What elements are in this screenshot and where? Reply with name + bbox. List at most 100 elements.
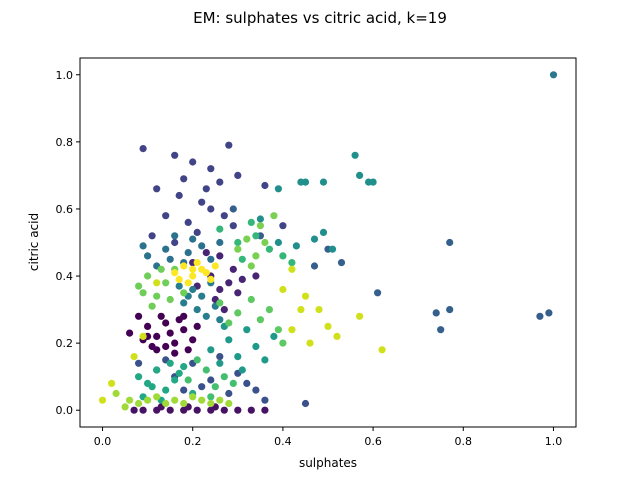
data-point: [261, 396, 269, 404]
data-point: [216, 316, 224, 324]
data-point: [180, 312, 188, 320]
data-point: [220, 373, 228, 381]
data-point: [162, 386, 170, 394]
data-point: [207, 205, 215, 213]
data-point: [310, 235, 319, 243]
data-point: [274, 238, 282, 247]
data-point: [207, 376, 215, 384]
data-point: [216, 299, 224, 307]
data-point: [189, 336, 197, 344]
data-point: [148, 342, 156, 351]
data-point: [256, 316, 264, 324]
data-point: [166, 295, 174, 304]
data-point: [184, 376, 192, 384]
y-tick-label: 1.0: [56, 69, 74, 82]
data-point: [180, 399, 188, 408]
data-point: [247, 295, 255, 304]
data-point: [184, 218, 192, 226]
data-point: [153, 279, 161, 287]
data-point: [211, 262, 219, 270]
data-point: [279, 222, 287, 230]
data-point: [162, 399, 170, 408]
data-point: [225, 319, 233, 327]
data-point: [162, 319, 170, 327]
data-point: [193, 228, 201, 236]
data-point: [153, 292, 161, 300]
data-point: [202, 269, 210, 277]
data-point: [256, 222, 264, 230]
data-point: [279, 285, 287, 294]
chart-title: EM: sulphates vs citric acid, k=19: [193, 9, 447, 27]
data-point: [175, 369, 183, 377]
data-point: [193, 356, 201, 364]
data-point: [225, 399, 233, 408]
data-point: [207, 393, 215, 401]
data-point: [265, 306, 273, 314]
data-point: [207, 399, 215, 408]
x-axis-label: sulphates: [299, 456, 357, 470]
data-point: [202, 185, 210, 193]
data-point: [229, 265, 237, 273]
data-point: [261, 181, 269, 190]
data-point: [234, 171, 242, 179]
data-point: [139, 145, 147, 153]
data-point: [216, 178, 224, 186]
data-point: [171, 339, 179, 347]
data-point: [189, 265, 197, 273]
data-point: [310, 262, 319, 270]
data-point: [198, 383, 206, 391]
data-point: [234, 238, 242, 247]
data-point: [374, 289, 382, 297]
data-point: [153, 393, 161, 401]
data-point: [211, 383, 219, 391]
data-point: [126, 329, 134, 337]
data-point: [351, 151, 359, 159]
data-point: [162, 342, 170, 351]
data-point: [193, 306, 201, 314]
data-point: [225, 141, 233, 149]
data-point: [446, 238, 454, 247]
data-point: [184, 249, 192, 257]
data-point: [153, 185, 161, 193]
data-point: [148, 383, 156, 391]
x-tick-label: 0.8: [455, 435, 473, 448]
data-point: [288, 265, 296, 273]
points-layer: [98, 71, 558, 414]
x-tick-label: 1.0: [545, 435, 563, 448]
data-point: [378, 346, 386, 354]
data-point: [256, 215, 264, 223]
data-point: [189, 272, 197, 280]
data-point: [135, 359, 143, 367]
data-point: [252, 272, 260, 280]
x-tick-label: 0.0: [94, 435, 112, 448]
data-point: [549, 71, 558, 79]
data-point: [446, 306, 454, 314]
plot-frame: [79, 57, 577, 428]
data-point: [536, 312, 544, 320]
data-point: [189, 158, 197, 166]
data-point: [198, 292, 206, 300]
data-point: [166, 406, 174, 414]
data-point: [437, 326, 445, 334]
data-point: [126, 396, 134, 404]
data-point: [171, 232, 179, 240]
data-point: [112, 389, 120, 398]
data-point: [130, 406, 138, 414]
data-point: [297, 306, 305, 314]
data-point: [162, 279, 170, 287]
data-point: [292, 242, 300, 250]
data-point: [98, 396, 107, 404]
data-point: [220, 406, 228, 414]
data-point: [229, 205, 237, 213]
data-point: [234, 309, 242, 317]
data-point: [162, 212, 170, 220]
x-tick-label: 0.6: [364, 435, 382, 448]
data-point: [139, 242, 147, 250]
data-point: [238, 255, 246, 263]
data-point: [189, 285, 197, 294]
data-point: [207, 346, 215, 354]
data-point: [328, 245, 337, 253]
data-point: [180, 289, 188, 297]
data-point: [220, 306, 228, 314]
